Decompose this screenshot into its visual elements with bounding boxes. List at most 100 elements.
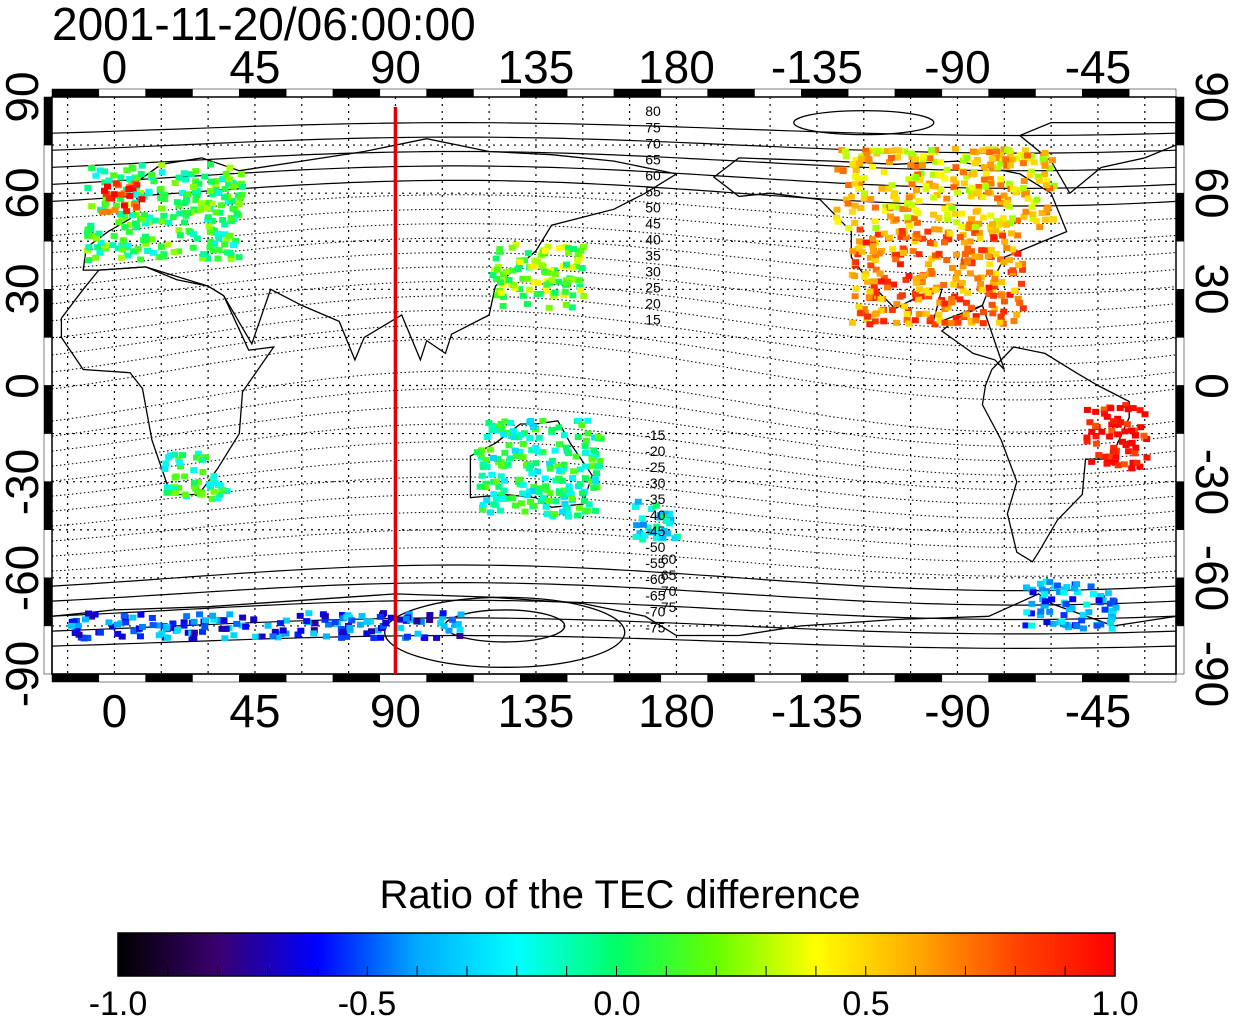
tec-cell <box>1009 267 1017 274</box>
tec-cell <box>971 253 979 260</box>
tec-cell <box>440 623 448 630</box>
tec-cell <box>111 206 119 213</box>
tec-cell <box>1141 411 1149 418</box>
tec-cell <box>1117 419 1125 426</box>
tec-cell <box>582 437 590 444</box>
tec-cell <box>992 250 1000 257</box>
tec-cell <box>129 185 137 192</box>
tec-cell <box>239 183 247 190</box>
tec-cell <box>221 635 229 642</box>
tec-cell <box>851 273 859 280</box>
tec-cell <box>216 491 224 498</box>
tec-cell <box>634 498 642 505</box>
tec-cell <box>871 204 879 211</box>
tec-cell <box>215 235 223 242</box>
tec-cell <box>274 634 282 641</box>
tec-cell <box>984 252 992 259</box>
tec-cell <box>546 490 554 497</box>
tec-cell <box>528 447 536 454</box>
tec-cell <box>1143 454 1151 461</box>
tec-cell <box>194 478 202 485</box>
tec-cell <box>1007 230 1015 237</box>
tec-cell <box>919 235 927 242</box>
tec-cell <box>161 466 169 473</box>
tec-cell <box>856 310 864 317</box>
tec-cell <box>1104 590 1112 597</box>
contour-line <box>51 309 1177 366</box>
tec-cell <box>167 489 175 496</box>
tec-cell <box>1085 609 1093 616</box>
tec-cell <box>660 514 668 521</box>
tec-cell <box>500 431 508 438</box>
tec-cell <box>1013 155 1021 162</box>
tec-cell <box>930 194 938 201</box>
tec-cell <box>960 239 968 246</box>
contour-label: -55 <box>645 555 665 571</box>
contour-label: 25 <box>645 280 661 296</box>
tec-cell <box>941 300 949 307</box>
tec-cell <box>1089 590 1097 597</box>
tec-cell <box>915 286 923 293</box>
tec-cell <box>117 620 125 627</box>
tec-cell <box>877 296 885 303</box>
tec-cell <box>488 427 496 434</box>
tec-cell <box>866 288 874 295</box>
tec-cell <box>919 273 927 280</box>
tec-cell <box>170 249 178 256</box>
tec-cell <box>93 235 101 242</box>
tec-cell <box>1065 606 1073 613</box>
tec-cell <box>833 206 841 213</box>
tec-cell <box>1137 424 1145 431</box>
tec-cell <box>530 279 538 286</box>
tec-cell <box>933 192 941 199</box>
tec-cell <box>590 447 598 454</box>
tec-cell <box>494 456 502 463</box>
tick-bar-segment <box>239 673 287 683</box>
tec-cell <box>512 502 520 509</box>
tec-cell <box>893 301 901 308</box>
tec-cell <box>636 530 644 537</box>
tec-cell <box>1020 213 1028 220</box>
tec-cell <box>1124 406 1132 413</box>
tec-cell <box>1129 405 1137 412</box>
tec-cell <box>1140 432 1148 439</box>
tec-cell <box>892 196 900 203</box>
tec-cell <box>867 262 875 269</box>
tec-cell <box>1058 618 1066 625</box>
tec-cell <box>1073 588 1081 595</box>
tec-cell <box>582 463 590 470</box>
tec-cell <box>497 473 505 480</box>
tec-cell <box>581 475 589 482</box>
tec-cell <box>976 254 984 261</box>
tec-cell <box>486 446 494 453</box>
tec-cell <box>496 246 504 253</box>
tec-cell <box>548 277 556 284</box>
tec-cell <box>507 419 515 426</box>
contour-labels: 8075706560555045403530252015-15-20-25-30… <box>645 103 676 635</box>
tec-cell <box>536 485 544 492</box>
tec-cell <box>379 622 387 629</box>
tec-cell <box>884 284 892 291</box>
axis-tick-label: 90 <box>0 71 48 123</box>
tec-cell <box>580 498 588 505</box>
tick-bar-segment <box>426 673 474 683</box>
tec-cell <box>190 629 198 636</box>
tec-cell <box>200 251 208 258</box>
tec-cell <box>907 161 915 168</box>
tec-cell <box>1024 152 1032 159</box>
tec-cell <box>653 534 661 541</box>
tec-cell <box>899 245 907 252</box>
tec-cell <box>948 299 956 306</box>
tec-cell <box>904 217 912 224</box>
tec-cell <box>175 174 183 181</box>
tec-cell <box>930 241 938 248</box>
tec-cell <box>535 434 543 441</box>
tec-cell <box>1027 168 1035 175</box>
tec-cell <box>1100 410 1108 417</box>
tec-cell <box>913 276 921 283</box>
tec-cell <box>179 452 187 459</box>
tec-cell <box>204 214 212 221</box>
tec-cell <box>871 256 879 263</box>
tec-cell <box>854 251 862 258</box>
tec-cell <box>1092 408 1100 415</box>
